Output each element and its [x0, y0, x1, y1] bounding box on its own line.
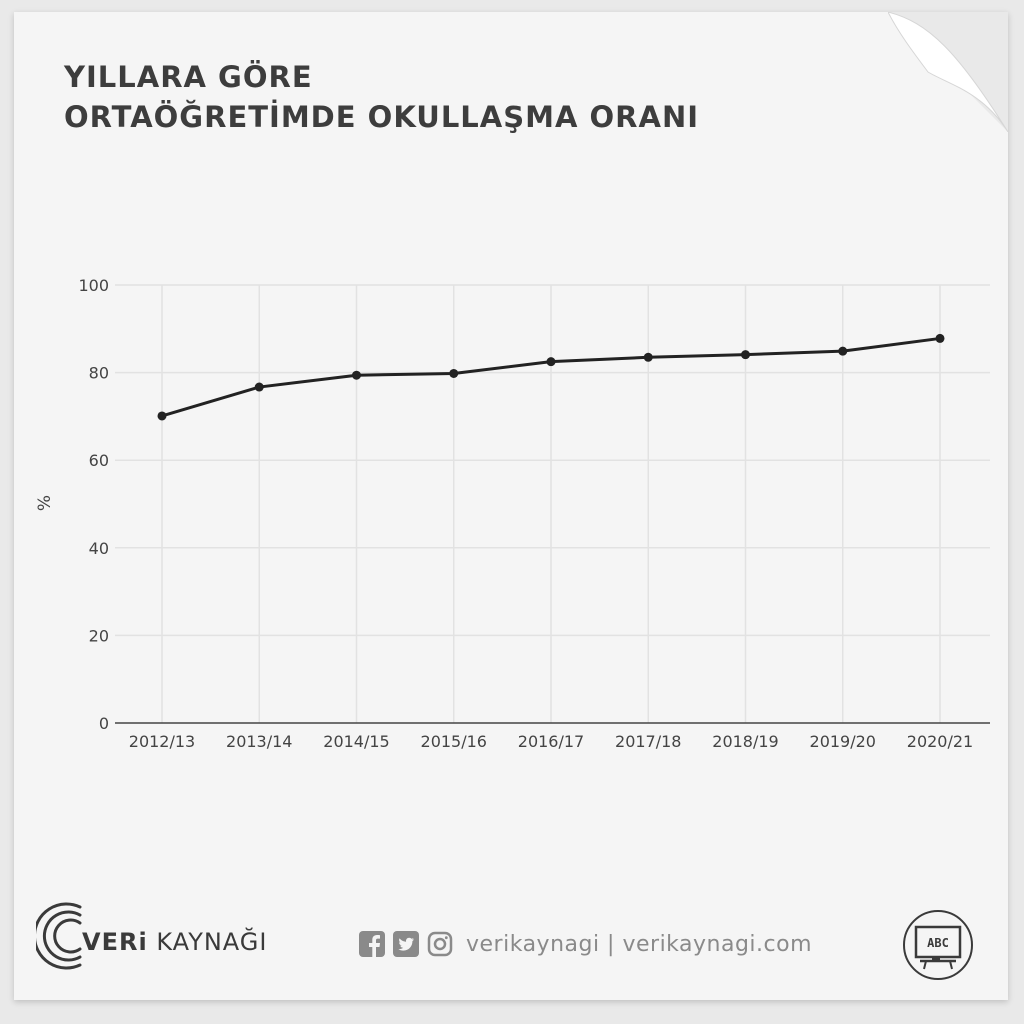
social-links: verikaynagi | verikaynagi.com: [358, 929, 812, 959]
brand-logo: VERi KAYNAĞI: [32, 895, 266, 975]
instagram-icon[interactable]: [426, 930, 454, 958]
x-tick-label: 2015/16: [421, 732, 487, 751]
y-tick-label: 40: [89, 539, 109, 558]
x-tick-label: 2016/17: [518, 732, 584, 751]
badge-text: ABC: [927, 936, 949, 950]
facebook-icon[interactable]: [358, 930, 386, 958]
blackboard-badge-icon: ABC: [903, 910, 973, 980]
data-point[interactable]: [643, 352, 653, 362]
x-tick-label: 2014/15: [323, 732, 389, 751]
data-point[interactable]: [838, 346, 848, 356]
title-line-1: YILLARA GÖRE: [64, 60, 313, 94]
title-line-2: ORTAÖĞRETİMDE OKULLAŞMA ORANI: [64, 100, 699, 134]
page-curl: [888, 12, 1008, 132]
twitter-icon[interactable]: [392, 930, 420, 958]
footer: VERi KAYNAĞI verikaynagi | verikaynagi.c…: [32, 895, 996, 980]
line-chart: 0 20 40 60 80 100 2012/13 2013/14 2014/15 2015/16…: [35, 276, 990, 751]
x-tick-label: 2012/13: [129, 732, 195, 751]
chart-series: [157, 333, 945, 421]
y-tick-label: 20: [89, 626, 109, 645]
x-tick-label: 2020/21: [907, 732, 973, 751]
chart-axes: 0 20 40 60 80 100 2012/13 2013/14 2014/15 2015/16…: [78, 276, 990, 751]
chart-grid: [115, 284, 990, 723]
social-handle: verikaynagi | verikaynagi.com: [466, 931, 813, 957]
chart-title: YILLARA GÖRE ORTAÖĞRETİMDE OKULLAŞMA ORA…: [64, 57, 699, 137]
data-point[interactable]: [352, 370, 361, 380]
y-tick-label: 100: [78, 276, 109, 295]
y-axis-label: %: [35, 495, 55, 511]
data-point[interactable]: [741, 350, 750, 360]
data-point[interactable]: [449, 368, 459, 378]
x-tick-label: 2017/18: [615, 732, 681, 751]
brand-name-bold: VERi: [82, 928, 148, 956]
y-tick-label: 60: [89, 451, 109, 470]
data-point[interactable]: [935, 333, 945, 343]
brand-name: VERi KAYNAĞI: [82, 928, 267, 956]
data-point[interactable]: [254, 382, 264, 392]
brand-name-rest: KAYNAĞI: [147, 928, 268, 956]
data-point[interactable]: [157, 411, 167, 421]
x-tick-label: 2018/19: [712, 732, 778, 751]
x-tick-label: 2019/20: [810, 732, 876, 751]
y-tick-label: 80: [89, 364, 109, 383]
y-tick-label: 0: [99, 714, 109, 733]
data-point[interactable]: [546, 357, 556, 367]
x-tick-label: 2013/14: [226, 732, 292, 751]
